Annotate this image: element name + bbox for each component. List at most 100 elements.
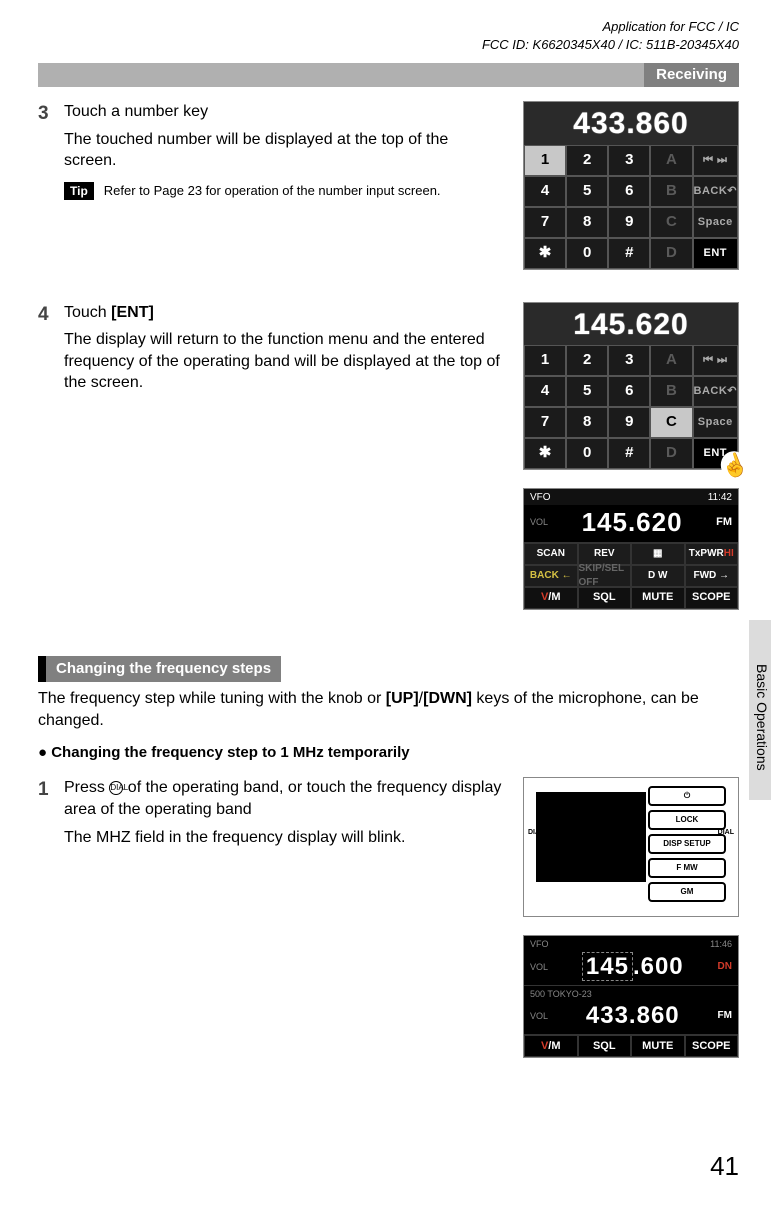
keypad-key[interactable]: Space <box>693 207 739 238</box>
keypad-key[interactable]: 8 <box>566 407 608 438</box>
keypad-key[interactable]: C <box>650 207 692 238</box>
dual-bottom-btn[interactable]: SQL <box>578 1035 632 1057</box>
para-changing-steps: The frequency step while tuning with the… <box>38 688 739 731</box>
step4-number: 4 <box>38 302 64 394</box>
vfo-bottom-btn[interactable]: MUTE <box>631 587 685 609</box>
keypad-key[interactable]: # <box>608 438 650 469</box>
band2-vol: VOL <box>530 1010 548 1022</box>
band2-freq: 433.860 <box>548 1000 718 1032</box>
keypad-key[interactable]: ⏮ ⏭ <box>693 145 739 176</box>
band2-meta: 500 TOKYO-23 <box>530 988 592 1000</box>
band2-mode: FM <box>718 1009 732 1023</box>
keypad-key[interactable]: BACK↶ <box>693 376 739 407</box>
meta-line2: FCC ID: K6620345X40 / IC: 511B-20345X40 <box>38 36 739 54</box>
vfo-mode: FM <box>716 515 732 530</box>
tip-badge: Tip <box>64 182 94 200</box>
keypad-key[interactable]: 6 <box>608 176 650 207</box>
side-tab-basic-ops: Basic Operations <box>749 620 771 800</box>
keypad-key[interactable]: ⏮ ⏭ <box>693 345 739 376</box>
vfo-mid-btn[interactable]: FWD → <box>685 565 739 587</box>
keypad-key[interactable]: 5 <box>566 376 608 407</box>
keypad-key[interactable]: 2 <box>566 145 608 176</box>
step3-desc: The touched number will be displayed at … <box>64 129 505 172</box>
keypad-key[interactable]: 1 <box>524 345 566 376</box>
keypad-key[interactable]: 1 <box>524 145 566 176</box>
step1b-line1: Press DIAL of the operating band, or tou… <box>64 777 505 820</box>
vfo-vol: VOL <box>530 516 548 528</box>
keypad-key[interactable]: Space <box>693 407 739 438</box>
page-number: 41 <box>710 1149 739 1184</box>
band1-dn: DN <box>718 960 732 974</box>
keypad-key[interactable]: # <box>608 238 650 269</box>
keypad-key[interactable]: 5 <box>566 176 608 207</box>
keypad-key[interactable]: 7 <box>524 207 566 238</box>
dual-bottom-btn[interactable]: SCOPE <box>685 1035 739 1057</box>
keypad-key[interactable]: 3 <box>608 145 650 176</box>
keypad-key[interactable]: 0 <box>566 438 608 469</box>
vfo-mid-btn[interactable]: D W <box>631 565 685 587</box>
dual-bottom-btn[interactable]: MUTE <box>631 1035 685 1057</box>
keypad-key[interactable]: 6 <box>608 376 650 407</box>
step1b-line2: The MHZ field in the frequency display w… <box>64 827 505 849</box>
keypad-key[interactable]: 8 <box>566 207 608 238</box>
step1b-number: 1 <box>38 777 64 848</box>
keypad-key[interactable]: BACK↶ <box>693 176 739 207</box>
vfo-mid-btn[interactable]: SCAN <box>524 543 578 565</box>
meta-line1: Application for FCC / IC <box>38 18 739 36</box>
band1-vol: VOL <box>530 961 548 973</box>
dual-bottom-btn[interactable]: V/M <box>524 1035 578 1057</box>
vfo-mid-btn[interactable]: BACK ← <box>524 565 578 587</box>
keypad-key[interactable]: 2 <box>566 345 608 376</box>
panel-button[interactable]: LOCK <box>648 810 726 830</box>
vfo-bottom-btn[interactable]: V/M <box>524 587 578 609</box>
step3-title: Touch a number key <box>64 101 505 123</box>
dial-label-right: DIAL <box>718 828 734 837</box>
vfo-time: 11:42 <box>708 491 732 505</box>
keypad-key[interactable]: ✱ <box>524 438 566 469</box>
panel-button[interactable]: F MW <box>648 858 726 878</box>
step4-desc: The display will return to the function … <box>64 329 505 394</box>
keypad-screenshot-2: 145.620 123A⏮ ⏭456BBACK↶789CSpace✱0#DENT… <box>523 302 739 471</box>
vfo-menu-screenshot: VFO 11:42 VOL 145.620 FM SCANREV▦TxPWRHI… <box>523 488 739 610</box>
keypad-key[interactable]: 4 <box>524 176 566 207</box>
keypad-key[interactable]: 3 <box>608 345 650 376</box>
step4-title: Touch [ENT] <box>64 302 505 324</box>
keypad-key[interactable]: D <box>650 438 692 469</box>
keypad-key[interactable]: B <box>650 176 692 207</box>
dial-label-left: DIAL <box>528 828 544 837</box>
vfo-bottom-btn[interactable]: SQL <box>578 587 632 609</box>
radio-panel-diagram: ⏻ LOCK DISP SETUP F MW GM DIAL DIAL <box>523 777 739 917</box>
keypad-key[interactable]: ✱ <box>524 238 566 269</box>
keypad-screenshot-1: 433.860 123A⏮ ⏭ 456BBACK↶ 789CSpace ✱0#DENT <box>523 101 739 270</box>
dual-vfo-screenshot: VFO 11:46 VOL 145.600 DN 500 TOKYO-23 VO… <box>523 935 739 1058</box>
vfo-mid-btn[interactable]: SKIP/SEL OFF <box>578 565 632 587</box>
tip-text: Refer to Page 23 for operation of the nu… <box>104 182 505 200</box>
keypad-key[interactable]: B <box>650 376 692 407</box>
keypad-key[interactable]: 9 <box>608 407 650 438</box>
keypad-key[interactable]: A <box>650 145 692 176</box>
vfo-bottom-btn[interactable]: SCOPE <box>685 587 739 609</box>
vfo-label: VFO <box>530 491 551 505</box>
keypad-key[interactable]: ENT <box>693 238 739 269</box>
keypad-key[interactable]: 9 <box>608 207 650 238</box>
keypad-key[interactable]: A <box>650 345 692 376</box>
keypad-key[interactable]: 4 <box>524 376 566 407</box>
band1-vfo: VFO <box>530 938 549 950</box>
panel-button[interactable]: DISP SETUP <box>648 834 726 854</box>
panel-button[interactable]: GM <box>648 882 726 902</box>
keypad-key[interactable]: 7 <box>524 407 566 438</box>
vfo-mid-btn[interactable]: ▦ <box>631 543 685 565</box>
dial-icon: DIAL <box>109 781 123 795</box>
keypad-key[interactable]: C <box>650 407 692 438</box>
panel-screen <box>536 792 646 882</box>
keypad1-freq: 433.860 <box>524 102 738 145</box>
step3-number: 3 <box>38 101 64 200</box>
vfo-mid-btn[interactable]: TxPWRHI <box>685 543 739 565</box>
keypad2-freq: 145.620 <box>524 303 738 346</box>
keypad-key[interactable]: D <box>650 238 692 269</box>
band1-time: 11:46 <box>710 938 732 950</box>
vfo-freq: 145.620 <box>548 505 716 540</box>
section-bar: Receiving <box>38 63 739 87</box>
panel-button[interactable]: ⏻ <box>648 786 726 806</box>
keypad-key[interactable]: 0 <box>566 238 608 269</box>
